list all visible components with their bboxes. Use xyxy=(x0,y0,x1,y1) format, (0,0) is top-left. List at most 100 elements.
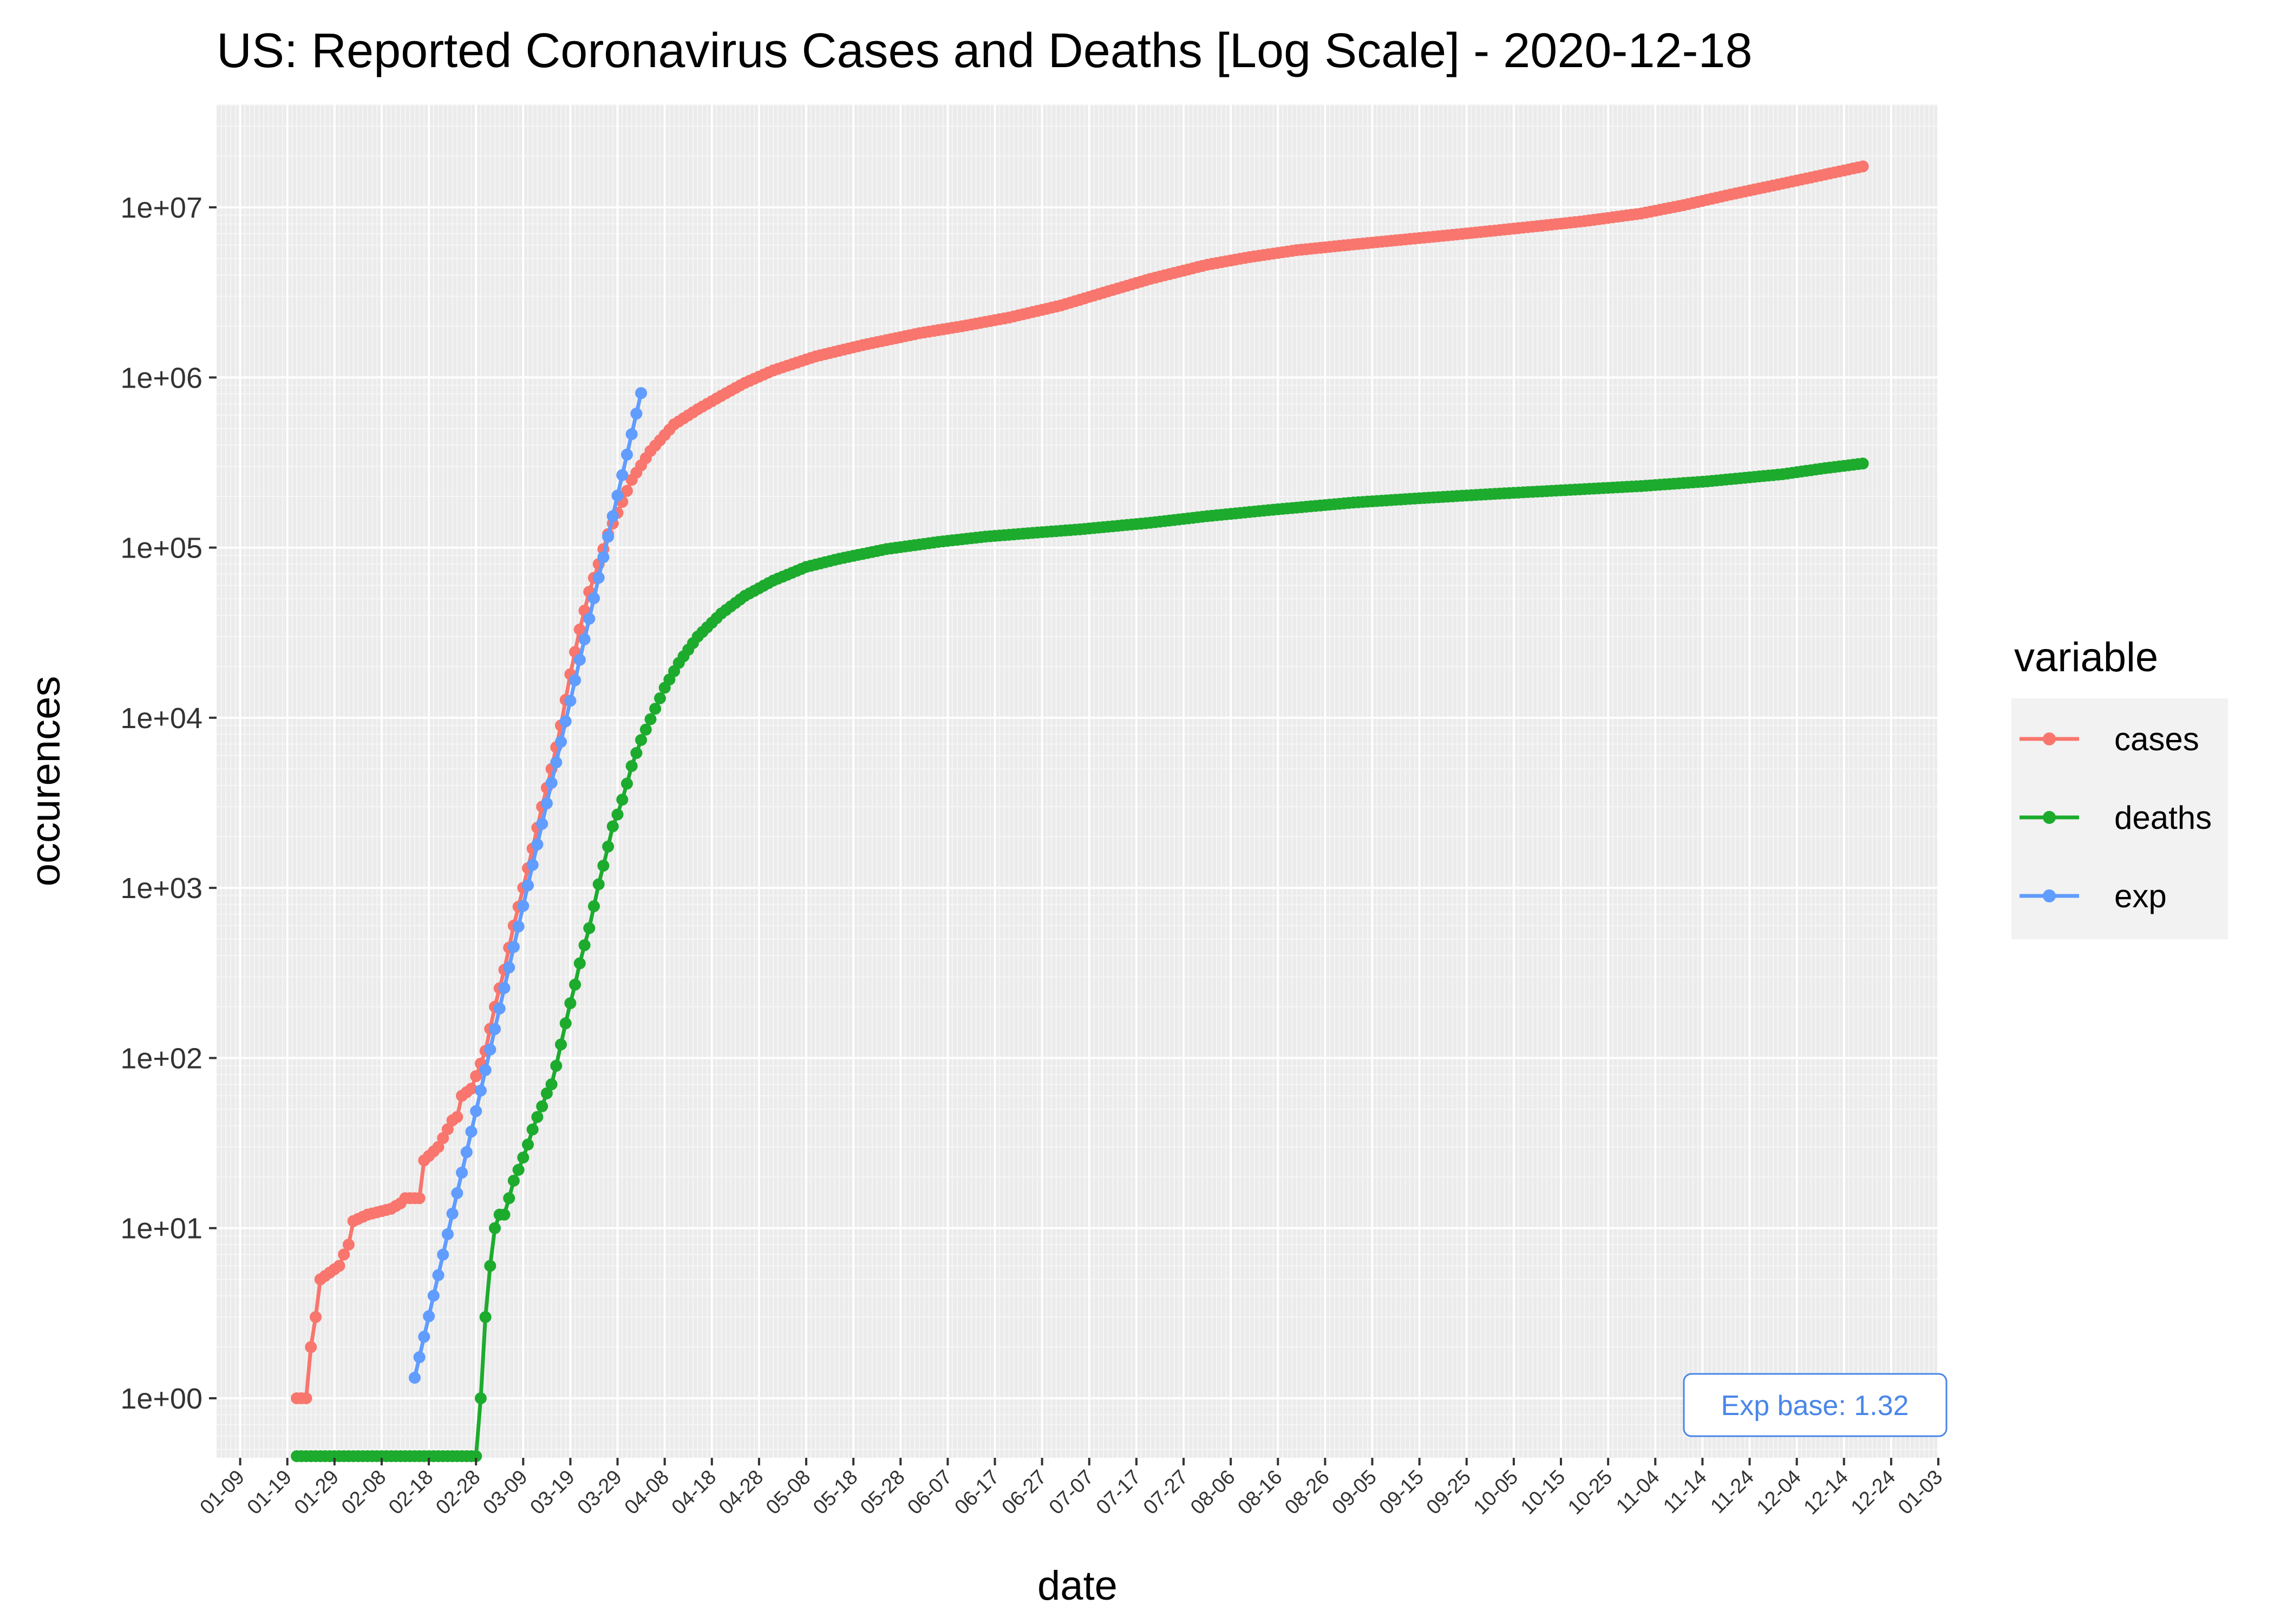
data-point-deaths xyxy=(550,1059,563,1072)
x-tick-label: 02-28 xyxy=(432,1466,485,1519)
data-point-exp xyxy=(592,572,605,584)
data-point-cases xyxy=(432,1141,445,1153)
data-point-exp xyxy=(635,387,648,400)
data-point-exp xyxy=(531,838,544,850)
chart-title: US: Reported Coronavirus Cases and Death… xyxy=(217,24,1753,78)
data-point-deaths xyxy=(555,1038,567,1051)
x-tick-label: 12-04 xyxy=(1753,1466,1806,1519)
y-tick-label: 1e+01 xyxy=(120,1213,202,1245)
legend-key-dot-exp xyxy=(2043,889,2056,902)
data-point-exp xyxy=(489,1023,501,1035)
data-point-cases xyxy=(451,1111,463,1123)
data-point-deaths xyxy=(512,1164,525,1176)
data-point-exp xyxy=(517,900,530,912)
data-point-exp xyxy=(630,408,643,420)
data-point-deaths xyxy=(498,1208,511,1221)
data-point-exp xyxy=(545,777,558,789)
data-point-deaths xyxy=(635,734,648,746)
x-axis: 01-0901-1901-2902-0802-1802-2803-0903-19… xyxy=(195,1458,1947,1519)
data-point-deaths xyxy=(630,747,643,759)
data-point-deaths xyxy=(526,1123,539,1136)
y-axis-title: occurences xyxy=(23,676,69,887)
data-point-cases xyxy=(441,1123,454,1135)
data-point-exp xyxy=(456,1167,468,1179)
x-tick-label: 07-27 xyxy=(1139,1466,1192,1519)
data-point-exp xyxy=(588,592,600,605)
data-point-exp xyxy=(616,469,629,481)
data-point-exp xyxy=(569,674,581,686)
x-tick-label: 12-24 xyxy=(1847,1466,1900,1519)
series-layer xyxy=(291,160,1869,1462)
data-point-deaths xyxy=(606,820,619,833)
data-point-deaths xyxy=(559,1017,572,1030)
annotation-box xyxy=(1683,1373,1948,1437)
y-tick-label: 1e+03 xyxy=(120,872,202,905)
x-tick-label: 07-17 xyxy=(1092,1466,1145,1519)
y-axis: 1e+00 1e+01 1e+02 1e+03 1e+04 1e+05 1e+06 1e+07 xyxy=(120,192,217,1415)
data-point-cases xyxy=(300,1392,312,1404)
data-point-exp xyxy=(451,1187,463,1200)
x-tick-label: 09-15 xyxy=(1375,1466,1428,1519)
data-point-exp xyxy=(573,653,586,666)
x-tick-label: 06-27 xyxy=(998,1466,1051,1519)
data-point-deaths xyxy=(639,723,652,736)
x-tick-label: 03-09 xyxy=(479,1466,532,1519)
data-point-deaths xyxy=(616,794,629,806)
data-point-cases xyxy=(333,1260,345,1272)
y-tick-label: 1e+07 xyxy=(120,192,202,224)
data-point-exp xyxy=(507,941,520,953)
x-tick-label: 11-04 xyxy=(1612,1466,1664,1518)
data-point-deaths xyxy=(470,1450,482,1462)
data-point-deaths xyxy=(602,840,615,853)
legend-key-dot-deaths xyxy=(2043,811,2056,824)
data-point-cases xyxy=(342,1239,355,1251)
data-point-exp xyxy=(522,879,534,892)
data-point-deaths xyxy=(644,713,657,725)
data-point-cases xyxy=(413,1192,426,1204)
x-tick-label: 03-19 xyxy=(526,1466,579,1519)
data-point-exp xyxy=(526,859,539,871)
x-tick-label: 11-14 xyxy=(1659,1466,1711,1518)
data-point-exp xyxy=(437,1248,449,1261)
x-tick-label: 05-08 xyxy=(762,1466,815,1519)
data-point-deaths xyxy=(654,692,666,704)
data-point-deaths xyxy=(517,1151,530,1164)
legend-label-exp: exp xyxy=(2114,878,2167,914)
x-tick-label: 03-29 xyxy=(573,1466,626,1519)
data-point-exp xyxy=(432,1269,445,1281)
data-point-exp xyxy=(583,613,596,625)
x-axis-title: date xyxy=(1037,1563,1118,1609)
exp-base-annotation: Exp base: 1.32 xyxy=(1683,1373,1948,1437)
data-point-deaths xyxy=(625,760,638,772)
x-tick-label: 05-28 xyxy=(856,1466,909,1519)
x-tick-label: 04-08 xyxy=(620,1466,674,1519)
data-point-deaths xyxy=(484,1260,496,1272)
y-tick-label: 1e+02 xyxy=(120,1042,202,1075)
x-tick-label: 01-29 xyxy=(290,1466,343,1519)
data-point-exp xyxy=(465,1125,478,1138)
data-point-cases xyxy=(305,1341,317,1353)
plot-panel xyxy=(217,104,1938,1458)
legend: variable cases deaths exp xyxy=(2011,634,2228,939)
data-point-deaths xyxy=(1857,457,1869,470)
x-tick-label: 08-06 xyxy=(1186,1466,1239,1519)
data-point-cases xyxy=(338,1248,350,1261)
x-tick-label: 12-14 xyxy=(1800,1466,1853,1519)
data-point-deaths xyxy=(621,777,633,790)
x-tick-label: 06-17 xyxy=(950,1466,1003,1519)
data-point-exp xyxy=(479,1064,492,1076)
data-point-exp xyxy=(540,797,553,810)
y-tick-label: 1e+00 xyxy=(120,1383,202,1415)
x-tick-label: 02-18 xyxy=(384,1466,437,1519)
x-tick-label: 06-07 xyxy=(903,1466,956,1519)
data-point-exp xyxy=(602,531,615,543)
data-point-exp xyxy=(559,715,572,728)
legend-label-deaths: deaths xyxy=(2114,800,2212,836)
data-point-cases xyxy=(437,1132,449,1144)
data-point-exp xyxy=(408,1372,421,1384)
data-point-deaths xyxy=(592,878,605,890)
annotation-text: Exp base: 1.32 xyxy=(1721,1390,1909,1422)
data-point-deaths xyxy=(540,1087,553,1099)
x-tick-label: 10-15 xyxy=(1517,1466,1570,1519)
